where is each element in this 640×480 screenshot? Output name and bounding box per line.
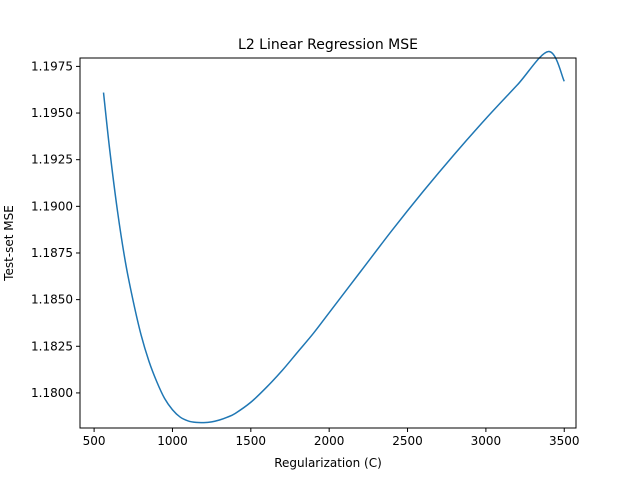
x-tick-label: 2500: [392, 434, 423, 448]
x-tick-label: 2000: [314, 434, 345, 448]
y-tick-label: 1.1800: [31, 386, 73, 400]
plot-area: [102, 50, 565, 424]
axes-frame: [79, 57, 577, 429]
y-axis-ticks: 1.1800 1.1825 1.1850 1.1875 1.1900 1.1925 1.19…: [31, 59, 80, 400]
y-tick-label: 1.1850: [31, 293, 73, 307]
x-tick-label: 3500: [549, 434, 580, 448]
x-tick-label: 500: [83, 434, 106, 448]
y-tick-label: 1.1875: [31, 246, 73, 260]
chart-title: L2 Linear Regression MSE: [238, 37, 418, 53]
x-axis-label: Regularization (C): [274, 456, 382, 470]
y-tick-label: 1.1950: [31, 106, 73, 120]
y-tick-label: 1.1900: [31, 199, 73, 213]
x-tick-label: 1000: [157, 434, 188, 448]
y-tick-label: 1.1975: [31, 59, 73, 73]
y-tick-label: 1.1825: [31, 339, 73, 353]
x-tick-label: 1500: [236, 434, 267, 448]
y-tick-label: 1.1925: [31, 153, 73, 167]
x-tick-label: 3000: [471, 434, 502, 448]
mse-line: [102, 50, 565, 424]
x-axis-ticks: 500 1000 1500 2000 2500 3000 3500: [83, 428, 580, 448]
y-axis-label: Test-set MSE: [2, 205, 16, 282]
